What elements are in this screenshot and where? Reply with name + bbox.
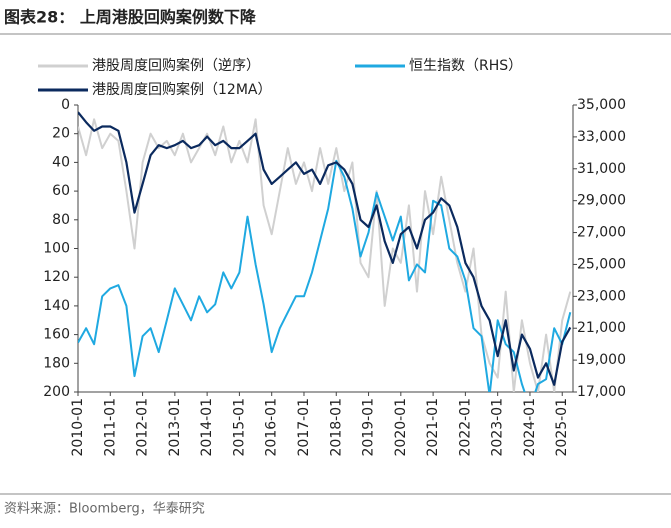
y2-tick-label: 25,000 [577, 256, 626, 272]
y-tick-label: 100 [43, 241, 70, 257]
y-tick-label: 60 [52, 183, 70, 199]
y-tick-label: 20 [52, 126, 70, 142]
y2-tick-label: 23,000 [577, 288, 626, 304]
x-tick-label: 2021-01 [425, 398, 441, 457]
x-tick-label: 2013-01 [167, 398, 183, 457]
y-tick-label: 80 [52, 212, 70, 228]
y2-tick-label: 29,000 [577, 193, 626, 209]
series-line [78, 111, 572, 386]
x-tick-label: 2012-01 [135, 398, 151, 457]
y-tick-label: 40 [52, 154, 70, 170]
x-tick-label: 2022-01 [457, 398, 473, 457]
x-tick-label: 2017-01 [296, 398, 312, 457]
y-tick-label: 160 [43, 327, 70, 343]
y2-tick-label: 33,000 [577, 129, 626, 145]
legend-label: 恒生指数（RHS） [409, 58, 522, 74]
y-tick-label: 140 [43, 298, 70, 314]
plot-area [78, 111, 572, 392]
x-tick-label: 2019-01 [361, 398, 377, 457]
series-line [78, 159, 572, 392]
source: 资料来源：Bloomberg，华泰研究 [4, 502, 205, 517]
legend-label: 港股周度回购案例（逆序） [92, 57, 260, 74]
y2-tick-label: 21,000 [577, 320, 626, 336]
x-tick-label: 2011-01 [102, 398, 118, 457]
x-tick-label: 2025-01 [554, 398, 570, 457]
series-line [78, 118, 572, 392]
y2-tick-label: 31,000 [577, 161, 626, 177]
y-tick-label: 180 [43, 355, 70, 371]
y-tick-label: 120 [43, 269, 70, 285]
x-tick-label: 2024-01 [522, 398, 538, 457]
y-tick-label: 200 [43, 384, 70, 400]
x-tick-label: 2018-01 [328, 398, 344, 457]
x-tick-label: 2020-01 [393, 398, 409, 457]
x-tick-label: 2016-01 [264, 398, 280, 457]
x-tick-label: 2023-01 [490, 398, 506, 457]
y2-tick-label: 19,000 [577, 352, 626, 368]
x-tick-label: 2014-01 [199, 398, 215, 457]
y-tick-label: 0 [61, 97, 70, 113]
y2-tick-label: 27,000 [577, 225, 626, 241]
y2-tick-label: 35,000 [577, 97, 626, 113]
chart-title: 图表28： 上周港股回购案例数下降 [4, 8, 257, 27]
legend-label: 港股周度回购案例（12MA） [92, 81, 271, 98]
x-tick-label: 2015-01 [231, 398, 247, 457]
x-tick-label: 2010-01 [70, 398, 86, 457]
y2-tick-label: 17,000 [577, 384, 626, 400]
